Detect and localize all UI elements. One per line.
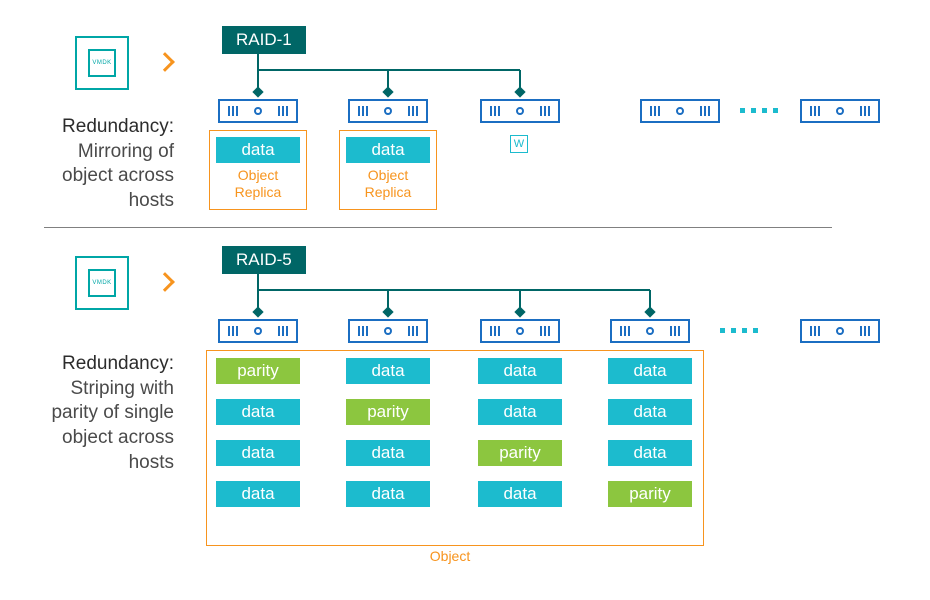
witness-box: W (510, 135, 528, 153)
data-block: data (346, 137, 430, 163)
data-block: data (346, 481, 430, 507)
description-raid1: Redundancy: Mirroring of object across h… (24, 115, 174, 214)
desc-title: Redundancy: (62, 353, 174, 374)
host-icon (480, 319, 560, 343)
vmdk-inner-label: VMDK (88, 49, 116, 77)
host-icon (218, 99, 298, 123)
ellipsis-icon (720, 328, 758, 333)
description-raid5: Redundancy: Striping with parity of sing… (24, 352, 174, 475)
host-icon (348, 319, 428, 343)
data-block: data (346, 358, 430, 384)
raid5-badge: RAID-5 (222, 246, 306, 274)
data-block: data (478, 358, 562, 384)
raid1-label: RAID-1 (236, 30, 292, 49)
witness-label: W (514, 138, 524, 150)
host-icon (218, 319, 298, 343)
replica-label: Object Replica (348, 167, 428, 201)
parity-block: parity (608, 481, 692, 507)
replica-label: Object Replica (218, 167, 298, 201)
desc-title: Redundancy: (62, 116, 174, 137)
raid5-label: RAID-5 (236, 250, 292, 269)
vmdk-inner-label: VMDK (88, 269, 116, 297)
data-block: data (216, 137, 300, 163)
data-block: data (608, 358, 692, 384)
host-icon (610, 319, 690, 343)
data-block: data (216, 440, 300, 466)
host-icon (800, 99, 880, 123)
ellipsis-icon (740, 108, 778, 113)
host-icon (800, 319, 880, 343)
data-block: data (608, 440, 692, 466)
object-label: Object (400, 548, 500, 565)
vmdk-box: VMDK (75, 36, 129, 90)
data-block: data (216, 399, 300, 425)
section-divider (44, 227, 832, 228)
vmdk-text: VMDK (92, 60, 111, 66)
host-icon (348, 99, 428, 123)
raid1-badge: RAID-1 (222, 26, 306, 54)
desc-body: Mirroring of object across hosts (62, 141, 174, 211)
data-block: data (478, 481, 562, 507)
data-block: data (608, 399, 692, 425)
parity-block: parity (216, 358, 300, 384)
chevron-right-icon (155, 272, 175, 292)
host-icon (480, 99, 560, 123)
desc-body: Striping with parity of single object ac… (51, 378, 174, 473)
data-block: data (478, 399, 562, 425)
parity-block: parity (346, 399, 430, 425)
data-block: data (216, 481, 300, 507)
parity-block: parity (478, 440, 562, 466)
vmdk-text: VMDK (92, 280, 111, 286)
chevron-right-icon (155, 52, 175, 72)
data-block: data (346, 440, 430, 466)
vmdk-box: VMDK (75, 256, 129, 310)
host-icon (640, 99, 720, 123)
